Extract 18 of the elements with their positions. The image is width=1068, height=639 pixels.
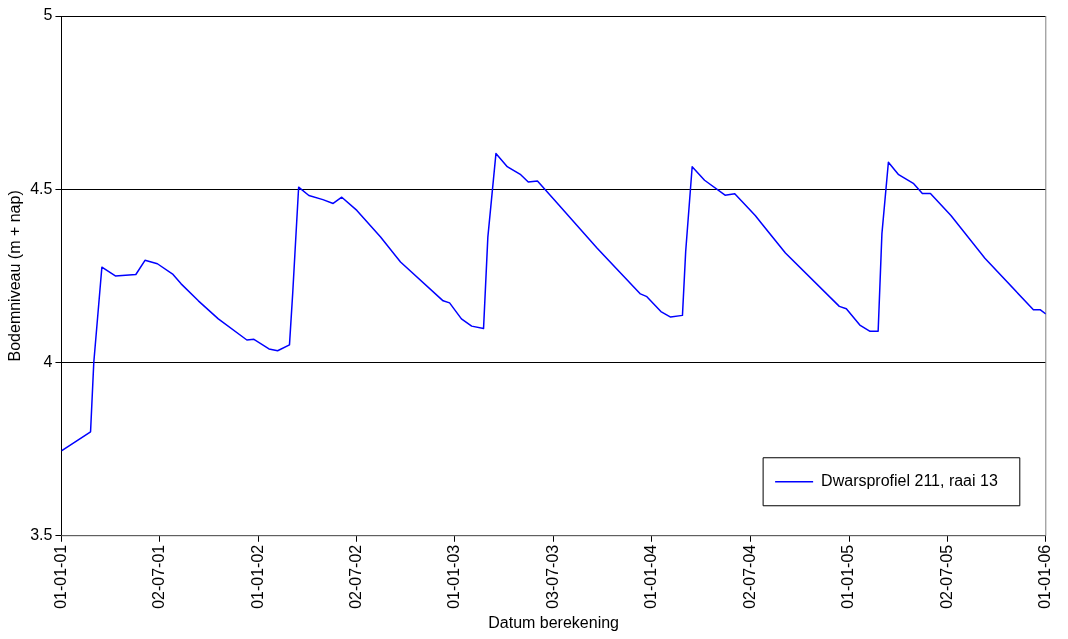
y-tick-label: 5 <box>43 6 53 24</box>
x-tick-label: 02-07-02 <box>346 544 364 609</box>
x-tick-label: 01-01-03 <box>445 544 463 609</box>
x-tick-label: 01-01-01 <box>51 544 69 609</box>
x-tick-label: 02-07-05 <box>937 544 955 609</box>
y-tick-label: 4.5 <box>30 179 53 197</box>
y-tick-label: 4 <box>43 352 53 370</box>
y-tick-label: 3.5 <box>30 526 53 544</box>
x-tick-label: 02-07-04 <box>740 544 758 609</box>
x-tick-label: 01-01-04 <box>642 544 660 609</box>
y-axis-title: Bodemniveau (m + nap) <box>6 190 24 362</box>
x-axis-title: Datum berekening <box>488 613 619 631</box>
legend-label: Dwarsprofiel 211, raai 13 <box>821 472 998 490</box>
x-tick-label: 03-07-03 <box>544 544 562 609</box>
x-tick-label: 01-01-06 <box>1036 544 1054 609</box>
x-tick-label: 02-07-01 <box>149 544 167 609</box>
x-tick-label: 01-01-02 <box>248 544 266 609</box>
x-tick-label: 01-01-05 <box>839 544 857 609</box>
